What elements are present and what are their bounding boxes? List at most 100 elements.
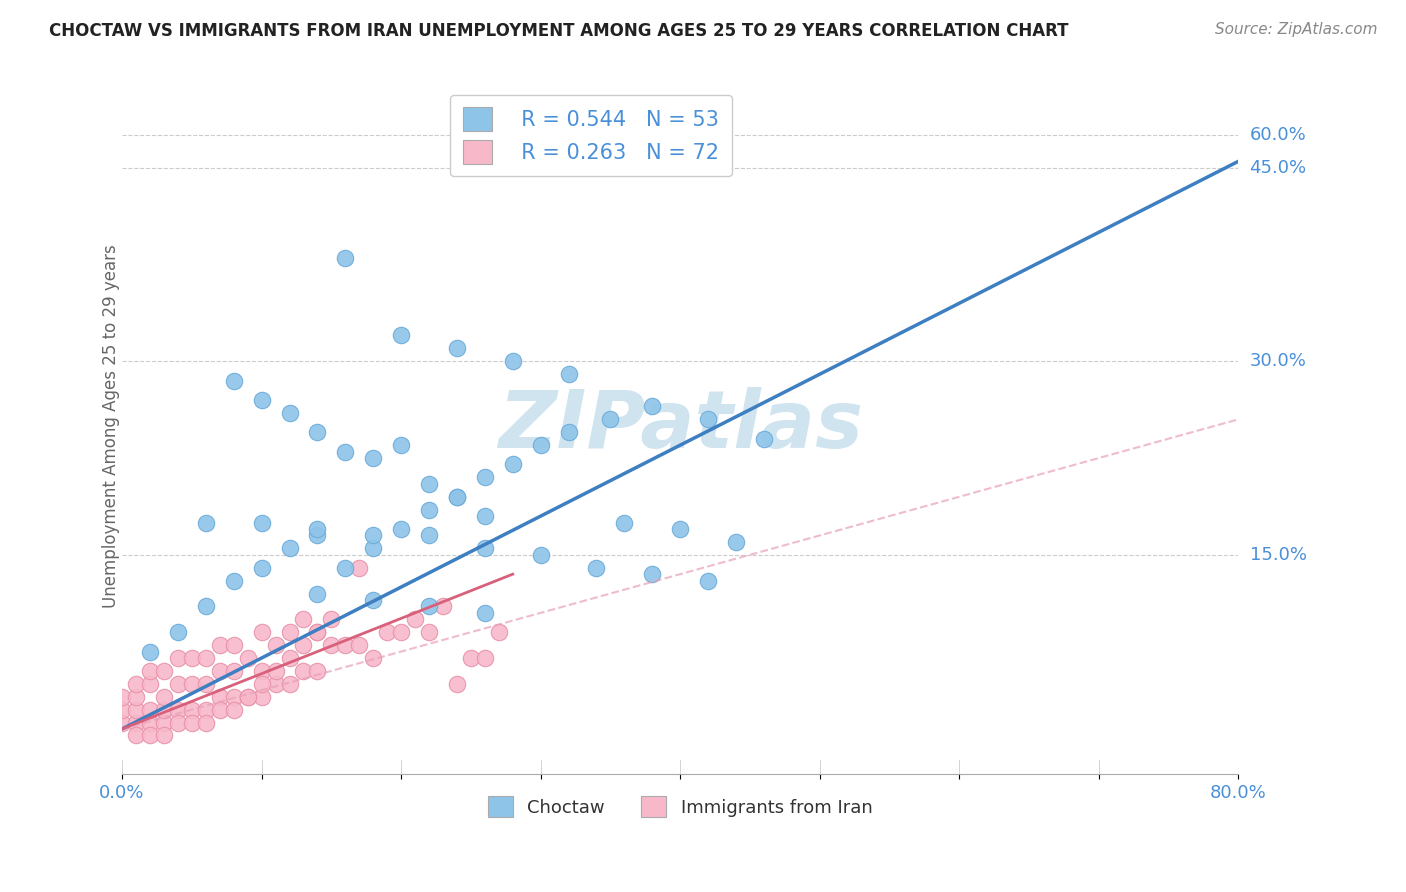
Point — [361, 593, 384, 607]
Point — [167, 715, 190, 730]
Point — [307, 425, 329, 440]
Point — [125, 715, 148, 730]
Y-axis label: Unemployment Among Ages 25 to 29 years: Unemployment Among Ages 25 to 29 years — [103, 244, 120, 607]
Point — [194, 677, 217, 691]
Point — [139, 703, 162, 717]
Legend: Choctaw, Immigrants from Iran: Choctaw, Immigrants from Iran — [481, 789, 880, 824]
Point — [153, 664, 176, 678]
Point — [361, 651, 384, 665]
Point — [446, 677, 468, 691]
Text: 15.0%: 15.0% — [1250, 546, 1306, 564]
Point — [474, 541, 496, 556]
Point — [194, 651, 217, 665]
Point — [125, 703, 148, 717]
Point — [194, 703, 217, 717]
Point — [250, 516, 273, 530]
Text: 60.0%: 60.0% — [1250, 127, 1306, 145]
Point — [222, 703, 245, 717]
Point — [361, 528, 384, 542]
Point — [153, 728, 176, 742]
Point — [250, 392, 273, 407]
Text: CHOCTAW VS IMMIGRANTS FROM IRAN UNEMPLOYMENT AMONG AGES 25 TO 29 YEARS CORRELATI: CHOCTAW VS IMMIGRANTS FROM IRAN UNEMPLOY… — [49, 22, 1069, 40]
Point — [236, 690, 259, 704]
Point — [250, 690, 273, 704]
Point — [167, 651, 190, 665]
Point — [349, 560, 371, 574]
Point — [307, 625, 329, 640]
Point — [557, 425, 579, 440]
Point — [222, 690, 245, 704]
Point — [474, 606, 496, 620]
Point — [250, 677, 273, 691]
Point — [418, 502, 440, 516]
Point — [697, 574, 720, 588]
Point — [208, 690, 231, 704]
Point — [585, 560, 607, 574]
Text: ZIPatlas: ZIPatlas — [498, 387, 863, 465]
Point — [418, 599, 440, 614]
Point — [389, 328, 412, 343]
Point — [307, 586, 329, 600]
Point — [167, 677, 190, 691]
Point — [697, 412, 720, 426]
Point — [389, 625, 412, 640]
Point — [349, 638, 371, 652]
Point — [361, 541, 384, 556]
Point — [222, 574, 245, 588]
Point — [502, 458, 524, 472]
Point — [278, 625, 301, 640]
Point — [125, 677, 148, 691]
Point — [208, 638, 231, 652]
Point — [222, 638, 245, 652]
Point — [222, 374, 245, 388]
Point — [153, 715, 176, 730]
Point — [167, 703, 190, 717]
Point — [180, 715, 202, 730]
Point — [418, 476, 440, 491]
Point — [222, 664, 245, 678]
Point — [236, 690, 259, 704]
Point — [278, 541, 301, 556]
Point — [321, 612, 343, 626]
Point — [418, 528, 440, 542]
Point — [194, 516, 217, 530]
Point — [278, 651, 301, 665]
Point — [752, 432, 775, 446]
Point — [180, 677, 202, 691]
Point — [278, 677, 301, 691]
Point — [557, 367, 579, 381]
Text: 45.0%: 45.0% — [1250, 159, 1306, 177]
Point — [125, 728, 148, 742]
Point — [389, 522, 412, 536]
Point — [250, 664, 273, 678]
Point — [307, 522, 329, 536]
Point — [111, 703, 134, 717]
Point — [292, 638, 315, 652]
Point — [139, 644, 162, 658]
Point — [307, 528, 329, 542]
Point — [446, 342, 468, 356]
Text: Source: ZipAtlas.com: Source: ZipAtlas.com — [1215, 22, 1378, 37]
Point — [335, 638, 357, 652]
Point — [335, 251, 357, 265]
Point — [292, 664, 315, 678]
Point — [530, 548, 553, 562]
Point — [446, 490, 468, 504]
Point — [153, 703, 176, 717]
Point — [139, 715, 162, 730]
Point — [375, 625, 398, 640]
Point — [599, 412, 621, 426]
Point — [530, 438, 553, 452]
Point — [432, 599, 454, 614]
Point — [725, 535, 748, 549]
Point — [641, 400, 664, 414]
Point — [139, 664, 162, 678]
Point — [180, 703, 202, 717]
Point — [125, 690, 148, 704]
Point — [250, 560, 273, 574]
Point — [194, 715, 217, 730]
Point — [264, 664, 287, 678]
Point — [389, 438, 412, 452]
Point — [460, 651, 482, 665]
Point — [502, 354, 524, 368]
